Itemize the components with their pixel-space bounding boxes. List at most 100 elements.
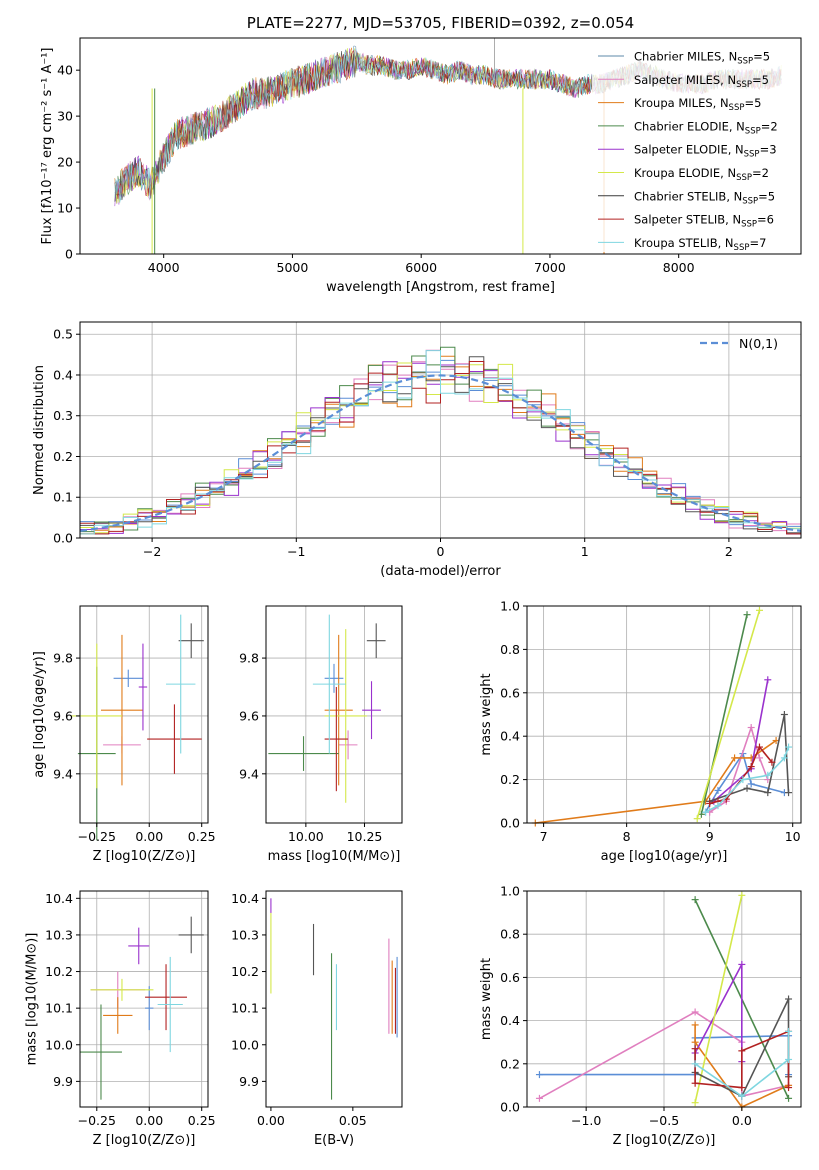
legend-label: Kroupa MILES, NSSP=5 [634,96,761,113]
weight-marker [785,995,793,1003]
y-tick-label: 1.0 [500,884,520,899]
x-axis-label: wavelength [Angstrom, rest frame] [326,280,555,295]
errorbar-point [147,704,202,774]
y-tick-label: 10.0 [45,1037,73,1052]
weight-marker [738,960,746,968]
weight-marker [691,896,699,904]
legend-label: Salpeter STELIB, NSSP=6 [634,213,774,230]
errorbar-point [366,623,386,659]
weight-marker [780,754,788,762]
weight-marker [738,891,746,899]
errorbar-point [268,736,339,771]
weight-marker [785,789,793,797]
x-axis-label: Z [log10(Z/Z⊙)] [613,1133,716,1148]
legend-label: Kroupa ELODIE, NSSP=2 [634,166,769,183]
x-tick-label: 8000 [663,260,695,275]
y-tick-label: 0.4 [500,1013,520,1028]
weight-marker [747,780,755,788]
weight-marker [691,1038,699,1046]
weight-marker [714,786,722,794]
y-tick-label: 0.5 [53,327,73,342]
x-tick-label: 4000 [148,260,180,275]
errorbar-point [103,997,133,1034]
legend-label-part: SSP [745,126,761,136]
ebv_mass-frame [265,890,403,1108]
y-tick-label: 9.6 [239,708,259,723]
legend-label-part: Chabrier STELIB, N [634,189,742,203]
y-tick-label: 0.0 [53,531,73,546]
mass_age-frame [265,605,403,824]
weight-marker [738,1047,746,1055]
legend-label-part: Chabrier ELODIE, N [634,119,745,133]
legend-label-part: =5 [753,50,770,64]
weight-marker [747,724,755,732]
y-tick-label: 10.4 [231,891,259,906]
weight-marker [706,799,714,807]
errorbar-point [100,634,143,786]
weight-marker [691,1045,699,1053]
y-tick-label: 0.8 [500,642,520,657]
x-tick-label: 9 [706,829,714,844]
weight-marker [785,1094,793,1102]
legend-label-part: Salpeter ELODIE, N [634,143,744,157]
legend-label-part: =5 [758,189,775,203]
x-tick-label: 0.25 [188,1113,216,1128]
weight-marker [743,611,751,619]
y-tick-label: 0.4 [53,367,73,382]
y-tick-label: 9.4 [53,766,73,781]
weight-marker [693,815,701,823]
y-tick-label: 30 [57,109,73,124]
weight-marker [785,743,793,751]
weight-marker [714,802,722,810]
spectrum-frame [79,37,802,255]
legend-label-part: SSP [741,220,757,230]
weight-marker [702,808,710,816]
y-tick-label: 0.3 [53,408,73,423]
x-tick-label: 0.25 [188,829,216,844]
x-tick-label: 0.05 [339,1113,367,1128]
z_age-axes [80,606,208,823]
errorbar-point [312,614,346,754]
y-tick-label: 0.2 [500,772,520,787]
y-tick-label: 0.4 [500,729,520,744]
x-tick-label: 8 [623,829,631,844]
errorbar-point [324,629,367,803]
legend-box [592,44,792,252]
y-tick-label: 9.6 [53,708,73,723]
weight-line-2 [694,1024,789,1109]
weight-marker [755,743,763,751]
legend-label-part: =2 [761,119,778,133]
errorbar-point [178,623,204,659]
errorbar-point [338,730,358,760]
y-tick-label: 20 [57,155,73,170]
gaussian-curve [79,374,802,532]
weight-marker [731,754,739,762]
x-tick-label: 0.00 [135,1113,163,1128]
errorbar-point [324,687,349,792]
errorbar-point [80,1004,122,1100]
weight-marker [691,1060,699,1068]
y-tick-label: 0.6 [500,685,520,700]
errorbar-point [145,986,154,1031]
x-tick-label: 7000 [534,260,566,275]
legend-label-part: Kroupa ELODIE, N [634,166,736,180]
z_mass-frame [79,890,209,1108]
y-axis-label: Normed distribution [32,365,47,495]
legend-label: Salpeter ELODIE, NSSP=3 [634,143,777,160]
y-tick-label: 0.2 [500,1056,520,1071]
x-tick-label: 0.0 [732,1113,752,1128]
errorbar-point [90,978,154,1001]
weight-line-5 [694,895,743,1103]
legend-label-part: =2 [752,166,769,180]
legend-label-part: =6 [757,213,774,227]
legend-label-part: SSP [736,173,752,183]
y-tick-label: 10 [57,201,73,216]
x-tick-label: 0.00 [257,1113,285,1128]
weight-marker [535,1071,543,1079]
legend-label-part: SSP [736,80,752,90]
age_weight-frame [526,605,802,824]
x-tick-label: 7 [540,829,548,844]
mass_age-axes [266,606,402,823]
x-tick-label: 0.00 [135,829,163,844]
